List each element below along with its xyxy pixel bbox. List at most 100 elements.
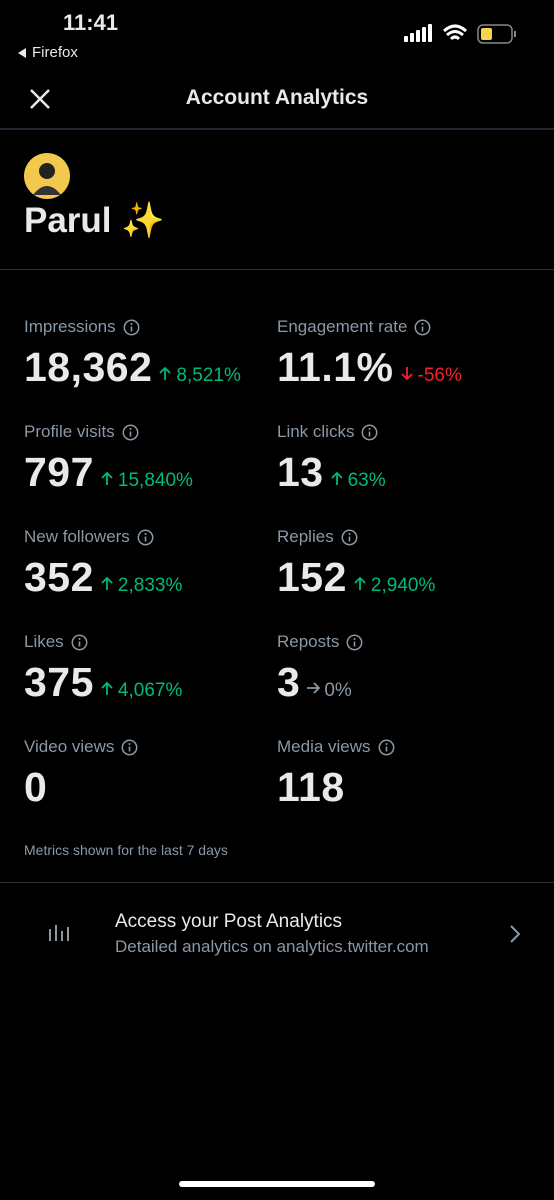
metric-label-row: Engagement rate <box>277 316 537 338</box>
trend-arrow <box>307 682 321 694</box>
metric-value-row: 797 15,840% <box>24 449 284 496</box>
metric-change: -56% <box>400 365 462 387</box>
info-icon[interactable] <box>378 739 395 756</box>
info-icon[interactable] <box>341 529 358 546</box>
metric-change-text: 2,833% <box>117 575 183 596</box>
metric: Media views 118 <box>277 736 537 811</box>
metric-change-text: 2,940% <box>370 575 436 596</box>
metric-value: 352 <box>24 554 94 600</box>
info-icon[interactable] <box>346 634 363 651</box>
info-icon[interactable] <box>122 424 139 441</box>
metric-label: Link clicks <box>277 422 355 441</box>
metric-value-row: 13 63% <box>277 449 537 496</box>
metric-value-row: 3 0% <box>277 659 537 706</box>
status-icons <box>404 24 516 44</box>
metric-change-text: 63% <box>347 470 386 491</box>
metric-change: 8,521% <box>158 365 241 387</box>
metric-change-text: 15,840% <box>117 470 193 491</box>
trend-arrow <box>101 471 113 485</box>
metric-value: 13 <box>277 449 324 495</box>
info-icon[interactable] <box>123 319 140 336</box>
chevron <box>510 925 521 943</box>
metric-value: 0 <box>24 764 48 810</box>
chart-icon <box>49 925 69 941</box>
metric-label: Media views <box>277 737 371 756</box>
metric-value: 375 <box>24 659 94 705</box>
metric-label-row: Impressions <box>24 316 284 338</box>
metric-label: Reposts <box>277 632 340 651</box>
header-title: Account Analytics <box>185 86 369 109</box>
post-analytics-link[interactable]: Access your Post Analytics Detailed anal… <box>0 883 554 983</box>
status-time: 11:41 <box>63 10 119 35</box>
metric: New followers 352 2,833% <box>24 526 284 601</box>
metric-value: 11.1% <box>277 344 394 390</box>
metric: Replies 152 2,940% <box>277 526 537 601</box>
link-title: Access your Post Analytics <box>115 911 343 932</box>
metric-label: Replies <box>277 527 334 546</box>
metric-label: New followers <box>24 527 130 546</box>
divider <box>0 128 554 130</box>
metric-label-row: Media views <box>277 736 537 758</box>
info-icon[interactable] <box>121 739 138 756</box>
metric: Engagement rate 11.1% -56% <box>277 316 537 391</box>
info-icon[interactable] <box>414 319 431 336</box>
metric-change: 2,940% <box>353 575 435 597</box>
info-icon[interactable] <box>361 424 378 441</box>
metric-change: 63% <box>330 470 386 492</box>
close-button[interactable] <box>28 87 52 111</box>
divider <box>0 269 554 270</box>
info-icon[interactable] <box>137 529 154 546</box>
metric: Video views 0 <box>24 736 284 811</box>
link-subtitle: Detailed analytics on analytics.twitter.… <box>115 937 429 956</box>
metric-label: Engagement rate <box>277 317 408 336</box>
metric-label: Video views <box>24 737 115 756</box>
metric: Link clicks 13 63% <box>277 421 537 496</box>
metric: Likes 375 4,067% <box>24 631 284 706</box>
metric-label: Impressions <box>24 317 116 336</box>
metric-change-text: 4,067% <box>117 680 183 701</box>
trend-arrow <box>101 681 113 695</box>
metric-change: 0% <box>306 680 352 702</box>
trend-arrow <box>101 576 113 590</box>
metric-value: 118 <box>277 764 345 810</box>
metric-label-row: Link clicks <box>277 421 537 443</box>
metric-value-row: 152 2,940% <box>277 554 537 601</box>
metric-value: 152 <box>277 554 347 600</box>
metric-label: Profile visits <box>24 422 115 441</box>
metric-change-text: 8,521% <box>176 365 241 386</box>
metric-change-text: 0% <box>324 680 352 701</box>
metric-value-row: 375 4,067% <box>24 659 284 706</box>
info-icon[interactable] <box>71 634 88 651</box>
back-app-name: Firefox <box>32 44 78 61</box>
metric-label-row: Likes <box>24 631 284 653</box>
footnote: Metrics shown for the last 7 days <box>24 842 228 858</box>
metric-value-row: 18,362 8,521% <box>24 344 284 391</box>
home-indicator <box>179 1181 375 1187</box>
metric: Impressions 18,362 8,521% <box>24 316 284 391</box>
metric-label-row: Replies <box>277 526 537 548</box>
trend-arrow <box>354 576 366 590</box>
profile-name: Parul ✨ <box>24 201 165 240</box>
back-triangle <box>18 47 26 58</box>
trend-arrow <box>159 366 172 380</box>
metric: Reposts 3 0% <box>277 631 537 706</box>
metric-value: 797 <box>24 449 94 495</box>
metric-change-text: -56% <box>417 365 462 386</box>
metric-value: 3 <box>277 659 301 705</box>
metric-label-row: New followers <box>24 526 284 548</box>
avatar[interactable] <box>24 153 70 199</box>
trend-arrow <box>400 367 413 381</box>
metric-value-row: 352 2,833% <box>24 554 284 601</box>
metric-change: 4,067% <box>100 680 182 702</box>
metric-value: 18,362 <box>24 344 153 390</box>
divider <box>0 882 554 883</box>
back-to-app[interactable]: Firefox <box>18 44 78 61</box>
metric-value-row: 11.1% -56% <box>277 344 537 391</box>
metric-label-row: Profile visits <box>24 421 284 443</box>
metric-label: Likes <box>24 632 64 651</box>
metric-label-row: Reposts <box>277 631 537 653</box>
metric: Profile visits 797 15,840% <box>24 421 284 496</box>
metric-value-row: 118 <box>277 764 537 811</box>
metric-change: 2,833% <box>100 575 182 597</box>
